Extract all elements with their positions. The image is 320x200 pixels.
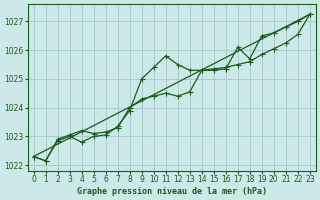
X-axis label: Graphe pression niveau de la mer (hPa): Graphe pression niveau de la mer (hPa) [77,187,267,196]
